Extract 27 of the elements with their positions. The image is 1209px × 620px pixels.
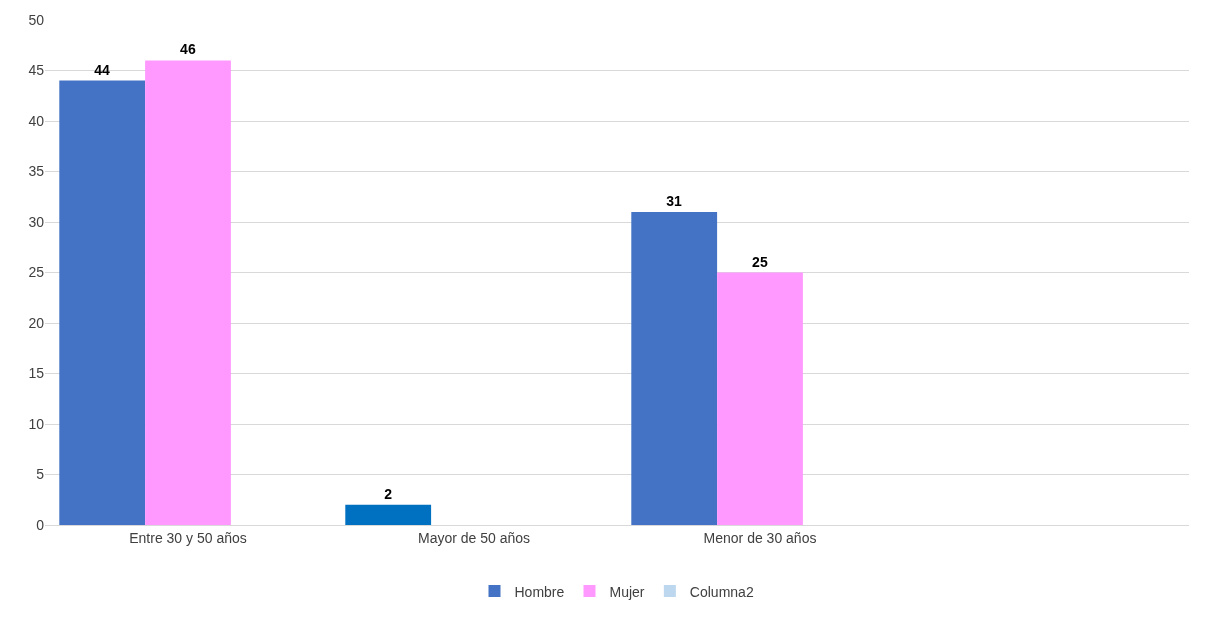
data-label: 46 [180, 41, 196, 58]
data-label: 31 [666, 192, 683, 209]
legend-label: Mujer [609, 583, 645, 600]
x-tick-label: Mayor de 50 años [417, 529, 531, 546]
x-tick-label: Menor de 30 años [703, 529, 817, 546]
bar [59, 80, 146, 525]
y-tick-label: 45 [28, 62, 45, 79]
y-tick-label: 5 [36, 466, 45, 483]
y-tick-label: 15 [28, 365, 45, 382]
y-tick-label: 0 [36, 516, 45, 533]
y-tick-label: 20 [28, 314, 45, 331]
data-label: 2 [384, 485, 393, 502]
data-label: 25 [752, 253, 768, 270]
bar [631, 211, 718, 525]
x-tick-label: Entre 30 y 50 años [129, 529, 247, 546]
legend-label: Hombre [514, 583, 565, 600]
bar [717, 272, 803, 525]
y-tick-label: 35 [28, 163, 45, 180]
y-tick-label: 50 [28, 11, 45, 28]
y-tick-label: 10 [28, 415, 45, 432]
bar [345, 504, 432, 525]
bar [145, 60, 231, 525]
legend-label: Columna2 [689, 583, 754, 600]
y-tick-label: 30 [28, 213, 45, 230]
y-tick-label: 40 [28, 112, 45, 129]
y-tick-label: 25 [28, 264, 45, 281]
data-label: 44 [94, 61, 111, 78]
